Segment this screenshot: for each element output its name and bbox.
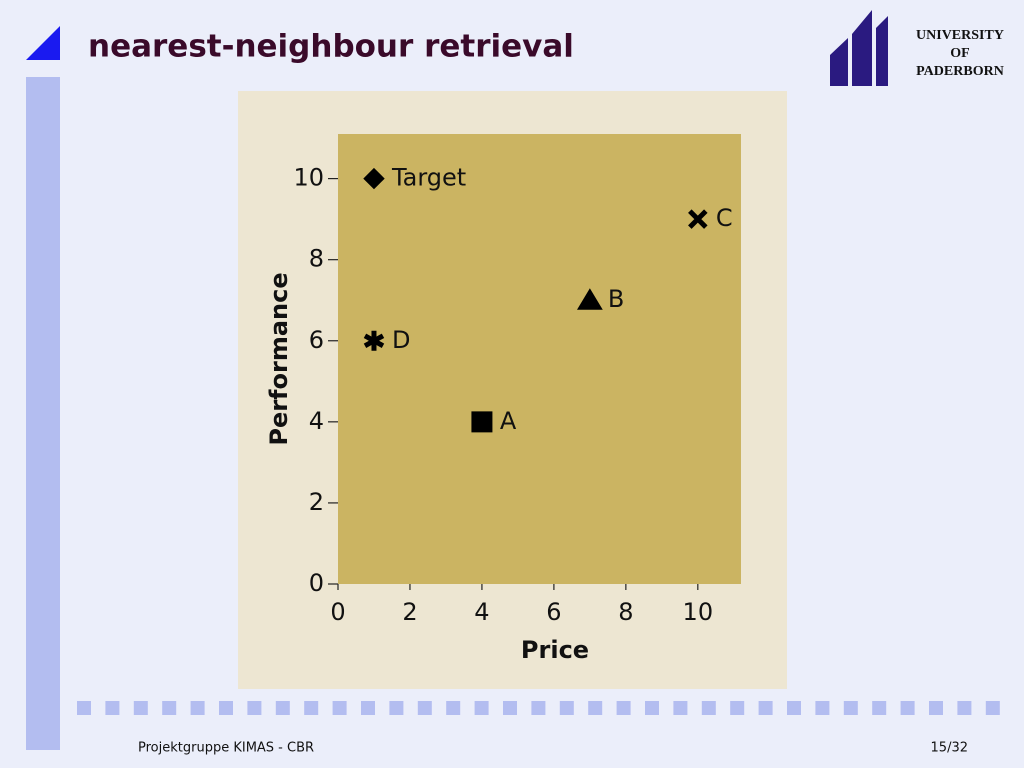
y-tick-label: 10 <box>293 164 324 192</box>
dot <box>787 701 801 715</box>
dot-row <box>77 701 1000 715</box>
logo-text: OF <box>950 46 969 61</box>
dot <box>190 701 205 715</box>
dot <box>417 701 432 715</box>
dot <box>730 701 745 715</box>
plot-area <box>338 134 741 584</box>
dot <box>616 701 631 715</box>
dot <box>957 701 972 715</box>
chart: Price Performance 0 2 4 6 8 10 0 2 4 6 8 10 Target C B… <box>238 91 787 689</box>
logo-shape <box>830 38 848 86</box>
x-tick-label: 0 <box>330 598 345 626</box>
x-tick-label: 10 <box>683 598 714 626</box>
dot <box>389 701 404 715</box>
dot <box>275 701 290 715</box>
point <box>363 330 385 351</box>
side-bar <box>26 77 60 750</box>
dot <box>219 701 233 715</box>
logo-text: PADERBORN <box>916 64 1004 79</box>
dot <box>162 701 177 715</box>
dot <box>843 701 858 715</box>
point <box>471 411 493 433</box>
point-label: D <box>392 326 410 354</box>
x-tick-label: 8 <box>618 598 633 626</box>
dot <box>900 701 915 715</box>
dot <box>673 701 688 715</box>
dot <box>872 701 887 715</box>
dot <box>133 701 148 715</box>
dot <box>645 701 659 715</box>
dot <box>815 701 830 715</box>
y-tick-label: 4 <box>309 407 324 435</box>
dot <box>446 701 461 715</box>
dot <box>77 701 91 715</box>
point <box>688 209 708 229</box>
point-label: Target <box>391 164 466 192</box>
y-tick-label: 8 <box>309 245 324 273</box>
dot <box>361 701 375 715</box>
point <box>363 167 385 190</box>
point-label: A <box>500 407 517 435</box>
point <box>576 288 603 310</box>
y-axis-label: Performance <box>265 272 293 445</box>
logo-shape <box>876 16 888 86</box>
dot <box>247 701 262 715</box>
dot <box>559 701 574 715</box>
dot <box>105 701 120 715</box>
footer-text: Projektgruppe KIMAS - CBR <box>138 741 314 756</box>
logo-text: UNIVERSITY <box>916 28 1004 43</box>
dot <box>503 701 517 715</box>
dot <box>531 701 546 715</box>
dot <box>701 701 716 715</box>
dot <box>332 701 347 715</box>
point-label: B <box>608 285 624 313</box>
dot <box>929 701 943 715</box>
y-tick-label: 2 <box>309 488 324 516</box>
corner-triangle <box>26 26 60 60</box>
x-axis-label: Price <box>521 636 589 664</box>
dot <box>758 701 773 715</box>
x-tick-label: 6 <box>546 598 561 626</box>
y-tick-label: 6 <box>309 326 324 354</box>
x-tick-label: 4 <box>474 598 489 626</box>
dot <box>588 701 603 715</box>
logo: UNIVERSITY OF PADERBORN <box>830 10 1004 86</box>
dot <box>985 701 1000 715</box>
slide-title: nearest-neighbour retrieval <box>88 29 574 65</box>
dot <box>474 701 489 715</box>
logo-shape <box>852 10 872 86</box>
y-tick-label: 0 <box>309 569 324 597</box>
dot <box>304 701 319 715</box>
page-number: 15/32 <box>931 741 968 756</box>
point-label: C <box>716 204 733 232</box>
x-tick-label: 2 <box>402 598 417 626</box>
